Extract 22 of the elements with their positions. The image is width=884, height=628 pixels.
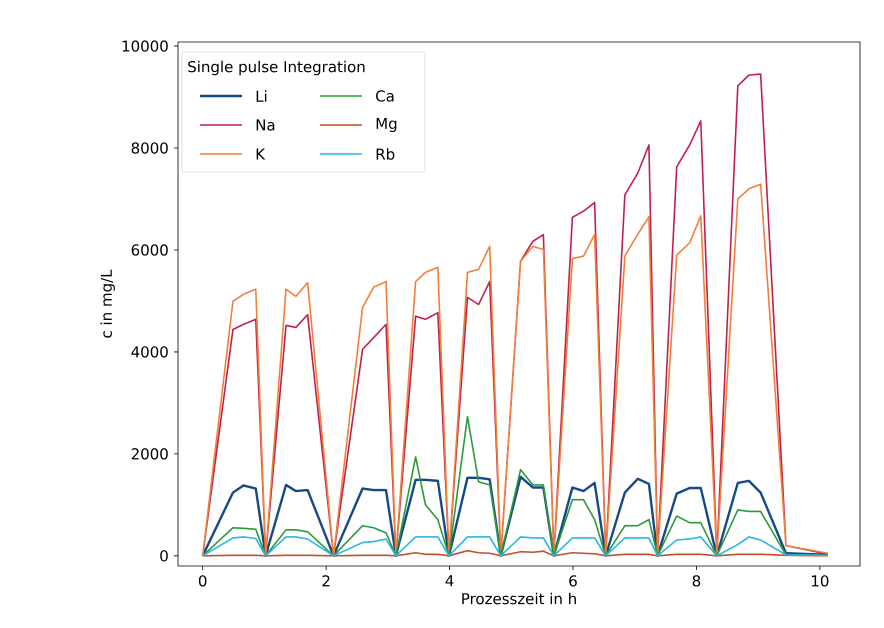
legend-label: Mg (376, 118, 396, 132)
legend-label: Rb (376, 148, 394, 160)
x-tick-label: 0 (198, 575, 206, 587)
y-tick-label: 0 (160, 550, 168, 562)
legend-label: Na (256, 119, 274, 131)
x-tick-label: 8 (692, 575, 700, 587)
y-tick-label: 2000 (132, 448, 168, 460)
legend-title: Single pulse Integration (188, 60, 364, 76)
x-tick-label: 10 (812, 575, 828, 587)
legend-label: Ca (376, 90, 394, 102)
x-tick-label: 6 (569, 575, 577, 587)
y-tick-label: 4000 (131, 346, 168, 358)
legend-label: Li (256, 90, 266, 102)
y-tick-label: 6000 (132, 244, 168, 256)
x-tick-label: 2 (322, 575, 330, 586)
y-axis-title: c in mg/L (100, 270, 115, 338)
line-series (202, 183, 829, 557)
y-tick-label: 10000 (122, 40, 168, 52)
x-tick-label: 4 (446, 575, 454, 586)
x-axis-title: Prozesszeit in h (462, 592, 576, 604)
legend-label: K (256, 148, 266, 160)
y-tick-label: 8000 (132, 142, 168, 154)
